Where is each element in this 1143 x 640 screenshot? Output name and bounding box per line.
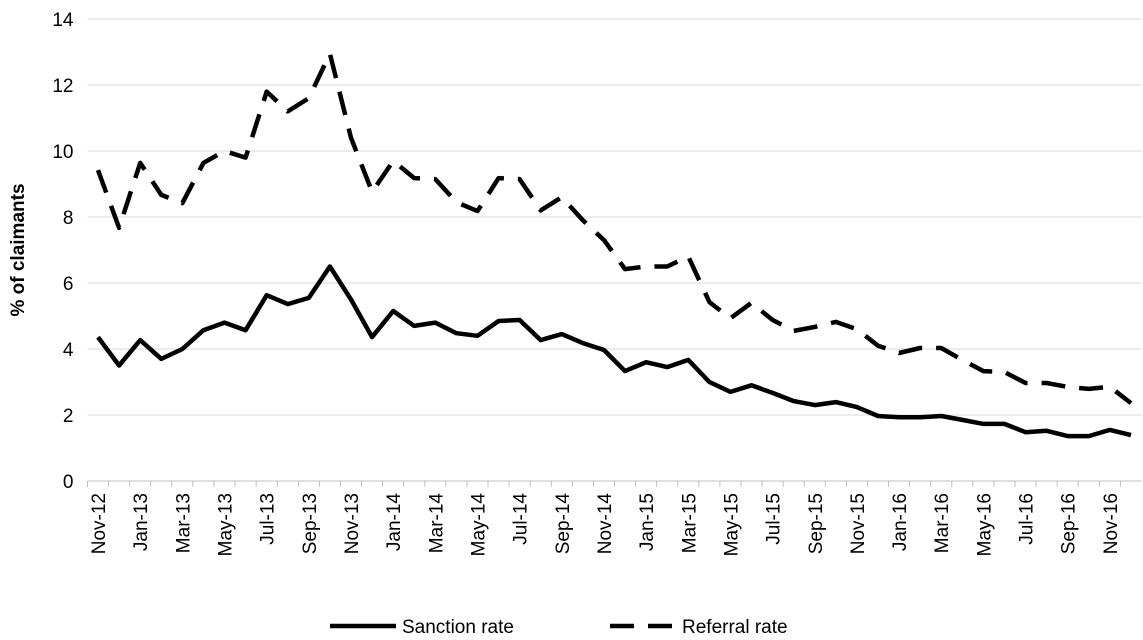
x-tick-label: Jan-14 (384, 493, 405, 552)
y-tick-label: 12 (52, 76, 73, 97)
line-series (95, 51, 1133, 405)
x-tick-label: Nov-15 (848, 493, 869, 554)
y-tick-label: 0 (63, 472, 74, 493)
x-tick-label: Nov-12 (89, 493, 110, 554)
x-tick-label: Sep-16 (1059, 493, 1080, 554)
y-tick-label: 6 (63, 274, 74, 295)
y-tick-label: 14 (52, 10, 74, 31)
x-tick-label: Mar-13 (173, 493, 194, 553)
line-series (96, 264, 1132, 439)
y-tick-label: 2 (63, 406, 74, 427)
y-axis-label: % of claimants (8, 183, 29, 316)
x-tick-label: Mar-14 (426, 493, 447, 554)
x-tick-label: Nov-14 (595, 493, 616, 555)
x-tick-label: May-15 (721, 493, 742, 556)
x-tick-label: Mar-16 (932, 493, 953, 553)
x-tick-label: Jul-13 (258, 493, 279, 545)
y-tick-label: 8 (63, 208, 74, 229)
x-tick-label: Jan-16 (890, 493, 911, 551)
x-tick-label: Jan-15 (637, 493, 658, 551)
x-tick-label: Jul-14 (511, 493, 532, 545)
x-tick-label: Mar-15 (679, 493, 700, 553)
x-tick-label: Jul-15 (764, 493, 785, 545)
legend-label: Sanction rate (402, 617, 514, 638)
y-tick-label: 4 (63, 340, 74, 361)
x-tick-label: May-14 (468, 493, 489, 557)
x-tick-label: Nov-13 (342, 493, 363, 554)
y-tick-label: 10 (52, 142, 73, 163)
x-tick-label: May-13 (216, 493, 237, 556)
x-tick-label: Jul-16 (1017, 493, 1038, 545)
x-tick-label: Nov-16 (1101, 493, 1122, 554)
legend-label: Referral rate (682, 617, 788, 638)
x-tick-label: Sep-13 (300, 493, 321, 554)
x-tick-label: May-16 (974, 493, 995, 556)
x-tick-label: Sep-15 (806, 493, 827, 554)
x-tick-label: Sep-14 (553, 493, 574, 555)
x-tick-label: Jan-13 (131, 493, 152, 551)
